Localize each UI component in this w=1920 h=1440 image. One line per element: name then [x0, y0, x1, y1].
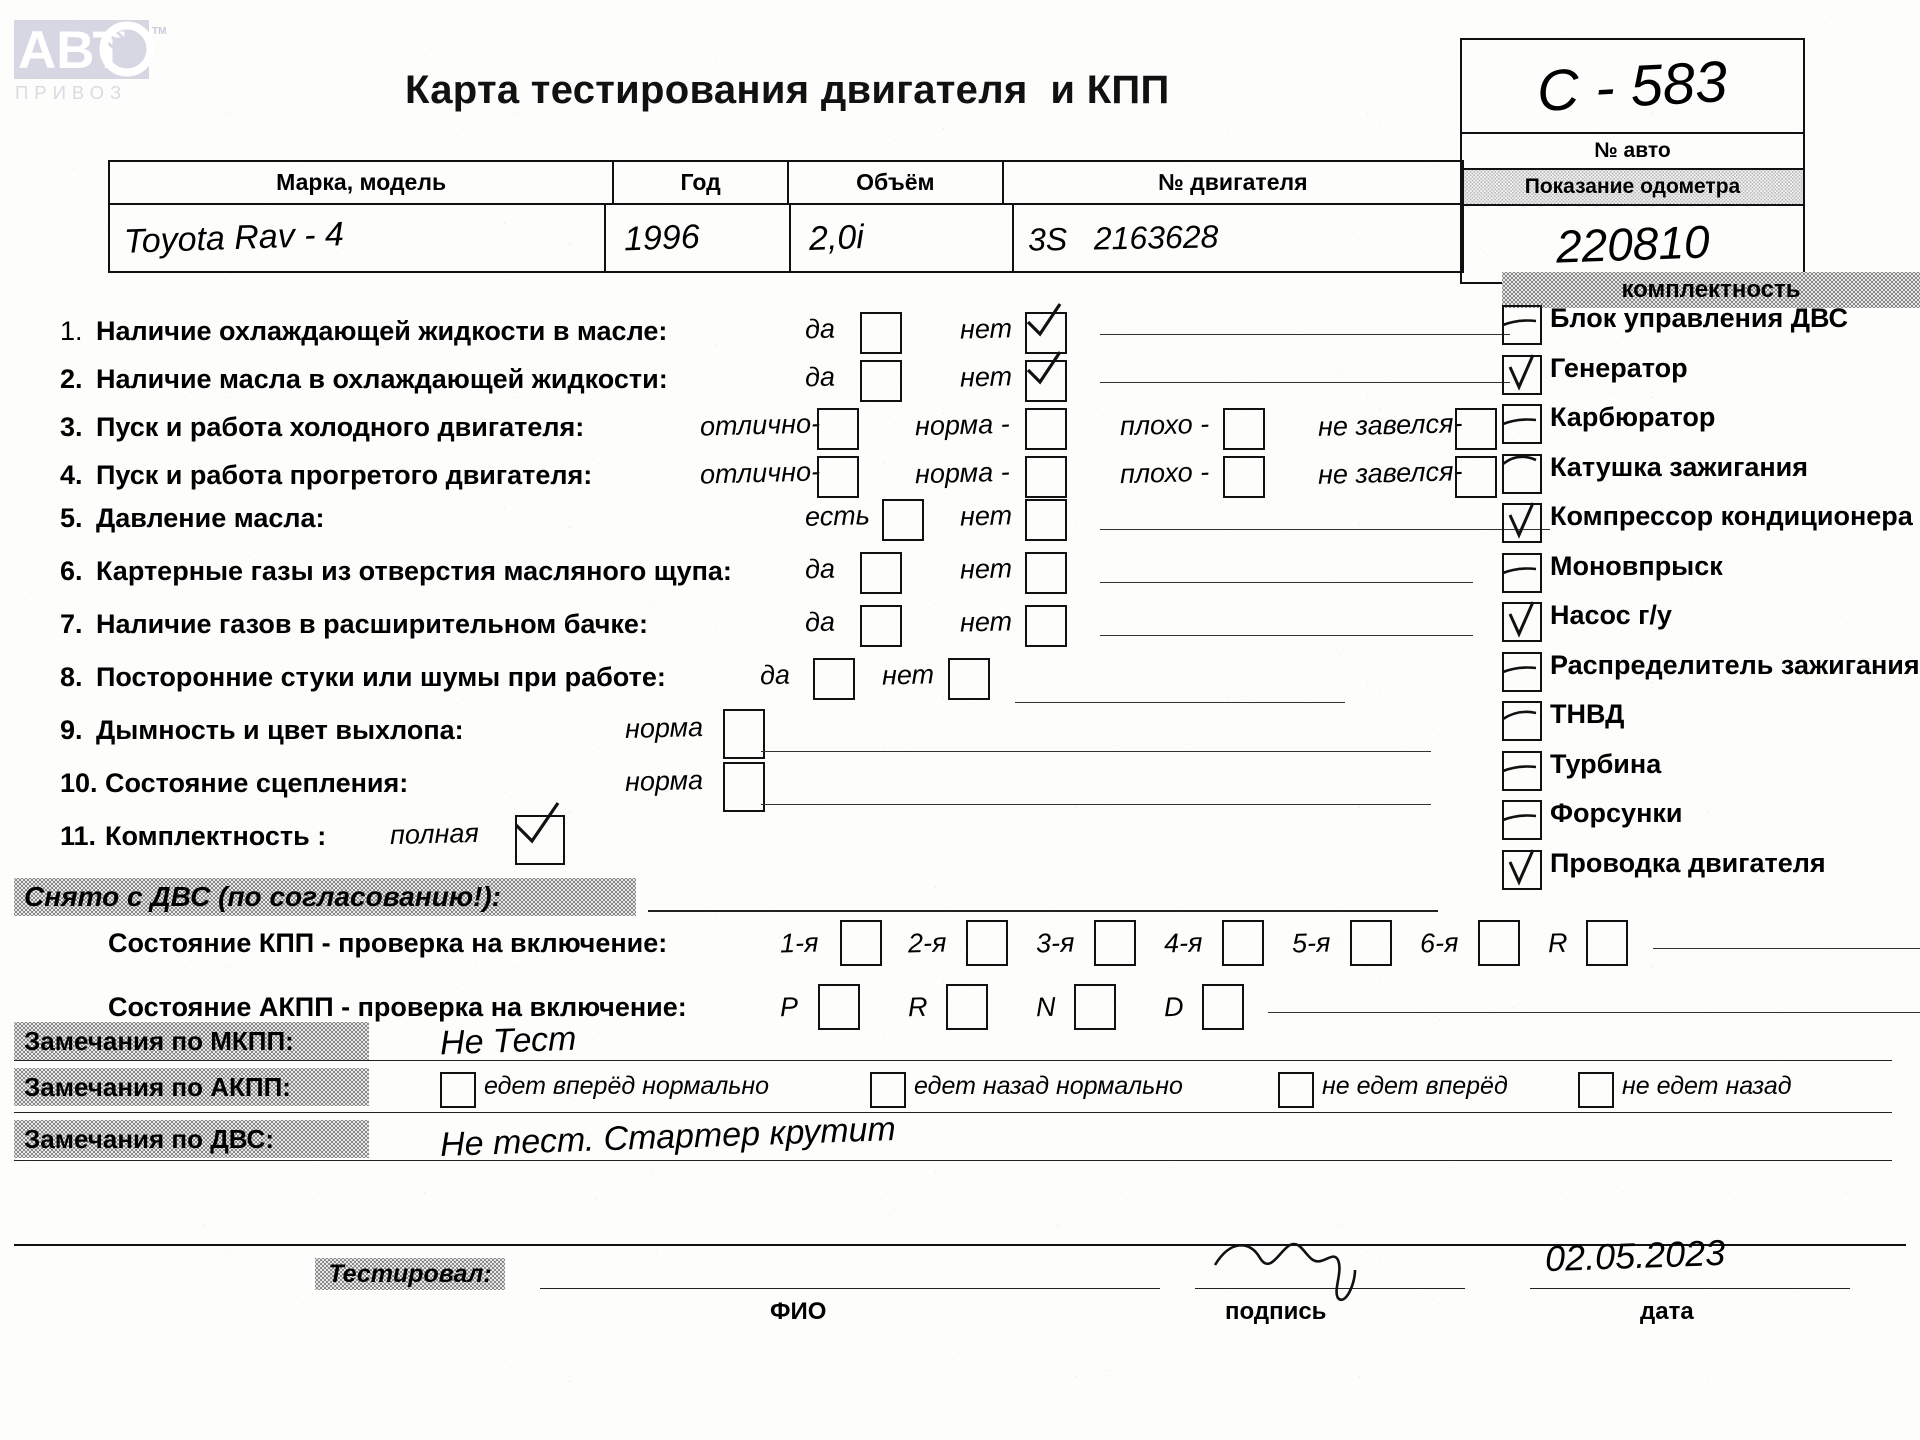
svg-text:TM: TM — [152, 26, 166, 37]
svg-text:ПРИВОЗ: ПРИВОЗ — [15, 82, 127, 103]
